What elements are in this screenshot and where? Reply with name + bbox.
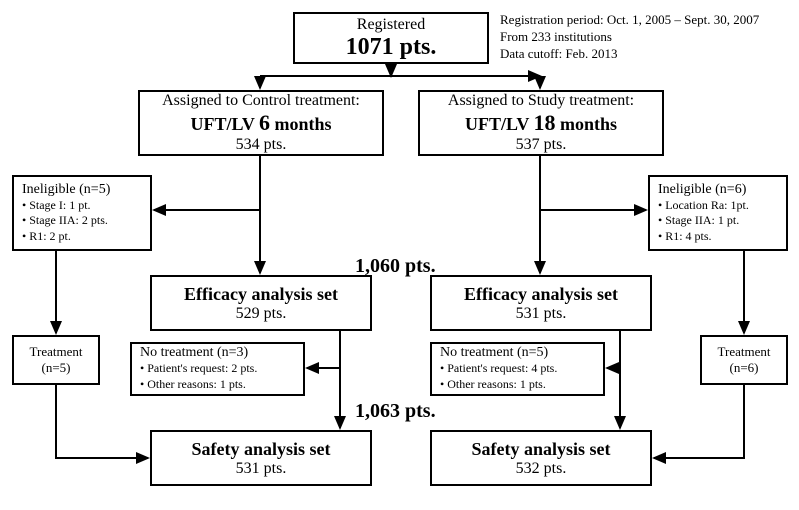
node-control-notreatment: No treatment (n=3) Patient's request: 2 … [130, 342, 305, 396]
control-eff-l1: Efficacy analysis set [184, 284, 338, 305]
study-notreat-hdr: No treatment (n=5) [440, 345, 548, 361]
study-eff-n: 531 pts. [516, 305, 567, 323]
study-assign-n: 537 pts. [516, 136, 567, 154]
meta-period: Registration period: Oct. 1, 2005 – Sept… [500, 12, 759, 29]
study-inel-bullets: Location Ra: 1pt. Stage IIA: 1 pt. R1: 4… [658, 198, 749, 245]
control-saf-n: 531 pts. [236, 460, 287, 478]
control-assign-l1: Assigned to Control treatment: [162, 92, 360, 110]
node-control-treatment: Treatment(n=5) [12, 335, 100, 385]
registered-value: 1071 pts. [346, 34, 437, 61]
node-study-ineligible: Ineligible (n=6) Location Ra: 1pt. Stage… [648, 175, 788, 251]
registered-label: Registered [357, 16, 425, 34]
node-control-safety: Safety analysis set 531 pts. [150, 430, 372, 486]
control-saf-l1: Safety analysis set [192, 439, 331, 460]
control-inel-hdr: Ineligible (n=5) [22, 182, 110, 198]
control-assign-n: 534 pts. [236, 136, 287, 154]
safety-total: 1,063 pts. [355, 400, 436, 423]
node-study-safety: Safety analysis set 532 pts. [430, 430, 652, 486]
node-registered: Registered 1071 pts. [293, 12, 489, 64]
control-notreat-hdr: No treatment (n=3) [140, 345, 248, 361]
meta-note: Registration period: Oct. 1, 2005 – Sept… [500, 12, 759, 63]
node-study-assigned: Assigned to Study treatment: UFT/LV 18 m… [418, 90, 664, 156]
node-study-treatment: Treatment(n=6) [700, 335, 788, 385]
node-control-ineligible: Ineligible (n=5) Stage I: 1 pt. Stage II… [12, 175, 152, 251]
node-study-efficacy: Efficacy analysis set 531 pts. [430, 275, 652, 331]
control-inel-bullets: Stage I: 1 pt. Stage IIA: 2 pts. R1: 2 p… [22, 198, 108, 245]
study-inel-hdr: Ineligible (n=6) [658, 182, 746, 198]
node-study-notreatment: No treatment (n=5) Patient's request: 4 … [430, 342, 605, 396]
node-control-efficacy: Efficacy analysis set 529 pts. [150, 275, 372, 331]
control-eff-n: 529 pts. [236, 305, 287, 323]
study-eff-l1: Efficacy analysis set [464, 284, 618, 305]
study-notreat-bullets: Patient's request: 4 pts. Other reasons:… [440, 361, 557, 392]
meta-institutions: From 233 institutions [500, 29, 759, 46]
study-saf-n: 532 pts. [516, 460, 567, 478]
study-assign-l1: Assigned to Study treatment: [448, 92, 634, 110]
meta-cutoff: Data cutoff: Feb. 2013 [500, 46, 759, 63]
control-notreat-bullets: Patient's request: 2 pts. Other reasons:… [140, 361, 257, 392]
node-control-assigned: Assigned to Control treatment: UFT/LV 6 … [138, 90, 384, 156]
study-saf-l1: Safety analysis set [472, 439, 611, 460]
